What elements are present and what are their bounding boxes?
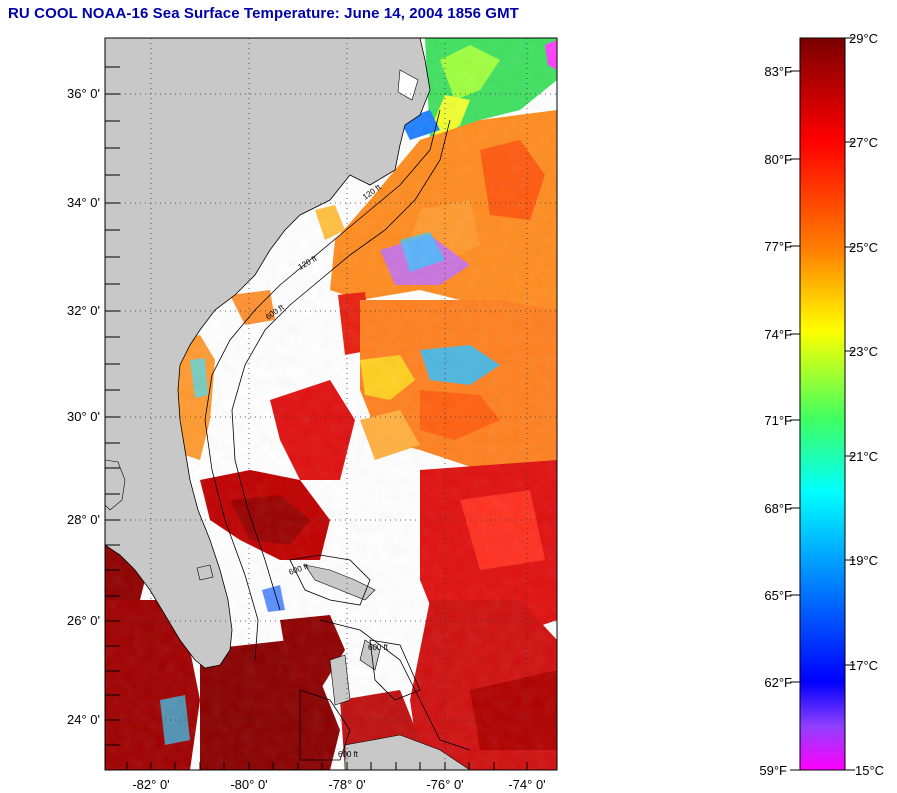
contour-label-600ft-bahamas: 600 ft	[368, 643, 389, 652]
cb-c-15: 15°C	[855, 763, 884, 778]
cb-f-68: 68°F	[764, 501, 792, 516]
map-panel: 120 ft 120 ft 600 ft 600 ft 600 ft 600 f…	[105, 38, 557, 770]
lat-label-28: 28° 0'	[67, 512, 100, 527]
colorbar-gradient	[799, 37, 846, 771]
lon-label-76: -76° 0'	[426, 777, 463, 792]
map-frame	[104, 37, 558, 771]
grand-bahama-island	[304, 564, 376, 601]
lon-ticks	[126, 762, 528, 770]
cb-c-17: 17°C	[849, 658, 878, 673]
map-title: RU COOL NOAA-16 Sea Surface Temperature:…	[8, 5, 519, 22]
lon-label-74: -74° 0'	[508, 777, 545, 792]
lon-labels: -82° 0' -80° 0' -78° 0' -76° 0' -74° 0'	[132, 777, 545, 792]
lon-label-78: -78° 0'	[328, 777, 365, 792]
land-layer	[105, 38, 471, 770]
cb-f-59: 59°F	[759, 763, 787, 778]
cb-c-29: 29°C	[849, 31, 878, 46]
cb-f-65: 65°F	[764, 588, 792, 603]
colorbar: 29°C 27°C 25°C 23°C 21°C 19°C 17°C 15°C …	[759, 31, 884, 778]
contour-exuma	[369, 639, 421, 701]
bathymetry-contours	[204, 109, 471, 761]
lon-label-80: -80° 0'	[230, 777, 267, 792]
cb-f-62: 62°F	[764, 675, 792, 690]
cb-c-23: 23°C	[849, 344, 878, 359]
eleuthera-island	[359, 639, 381, 671]
pamlico-sound	[397, 69, 419, 101]
contour-bahama-south	[319, 619, 471, 751]
contour-600ft	[231, 119, 451, 611]
cuba-landmass	[344, 734, 471, 770]
lat-label-24: 24° 0'	[67, 712, 100, 727]
contour-bahama-bank	[289, 554, 371, 606]
andros-island	[329, 654, 351, 706]
colorbar-fahrenheit-ticks	[790, 70, 800, 771]
lat-labels: 36° 0' 34° 0' 32° 0' 30° 0' 28° 0' 26° 0…	[67, 86, 100, 727]
contour-cay-sal	[299, 689, 351, 761]
lat-label-32: 32° 0'	[67, 303, 100, 318]
cb-c-25: 25°C	[849, 240, 878, 255]
cb-f-77: 77°F	[764, 239, 792, 254]
lat-ticks	[105, 66, 120, 746]
cb-f-71: 71°F	[764, 413, 792, 428]
colorbar-celsius-ticks	[845, 37, 855, 771]
contour-120ft	[204, 109, 441, 661]
gulf-coast-landmass	[105, 459, 126, 511]
cb-f-80: 80°F	[764, 152, 792, 167]
colorbar-celsius-labels: 29°C 27°C 25°C 23°C 21°C 19°C 17°C 15°C	[849, 31, 884, 778]
colorbar-fahrenheit-labels: 83°F 80°F 77°F 74°F 71°F 68°F 65°F 62°F …	[759, 64, 792, 778]
lake-okeechobee	[196, 564, 214, 581]
lat-label-34: 34° 0'	[67, 195, 100, 210]
us-east-coast-landmass	[105, 38, 431, 669]
lat-lon-grid	[105, 38, 557, 770]
contour-label-600ft-cuba: 600 ft	[338, 750, 359, 759]
lon-label-82: -82° 0'	[132, 777, 169, 792]
cb-c-21: 21°C	[849, 449, 878, 464]
lat-label-30: 30° 0'	[67, 409, 100, 424]
lat-label-26: 26° 0'	[67, 613, 100, 628]
cb-f-83: 83°F	[764, 64, 792, 79]
lat-label-36: 36° 0'	[67, 86, 100, 101]
cb-c-27: 27°C	[849, 135, 878, 150]
cb-c-19: 19°C	[849, 553, 878, 568]
cb-f-74: 74°F	[764, 327, 792, 342]
